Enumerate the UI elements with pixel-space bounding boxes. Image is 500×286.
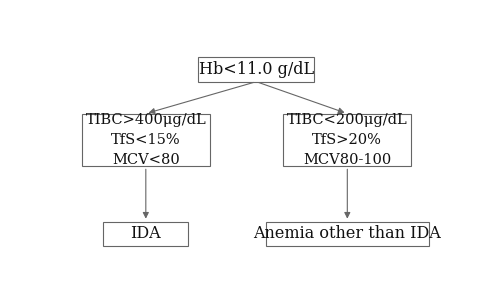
Text: Anemia other than IDA: Anemia other than IDA xyxy=(254,225,441,242)
Bar xyxy=(198,57,314,82)
Bar xyxy=(103,221,188,246)
Text: Hb<11.0 g/dL: Hb<11.0 g/dL xyxy=(198,61,314,78)
Text: TIBC>400μg/dL
TfS<15%
MCV<80: TIBC>400μg/dL TfS<15% MCV<80 xyxy=(86,113,206,167)
Bar xyxy=(266,221,428,246)
Text: IDA: IDA xyxy=(130,225,161,242)
Bar xyxy=(284,114,411,166)
Bar xyxy=(82,114,210,166)
Text: TIBC<200μg/dL
TfS>20%
MCV80-100: TIBC<200μg/dL TfS>20% MCV80-100 xyxy=(287,113,408,167)
